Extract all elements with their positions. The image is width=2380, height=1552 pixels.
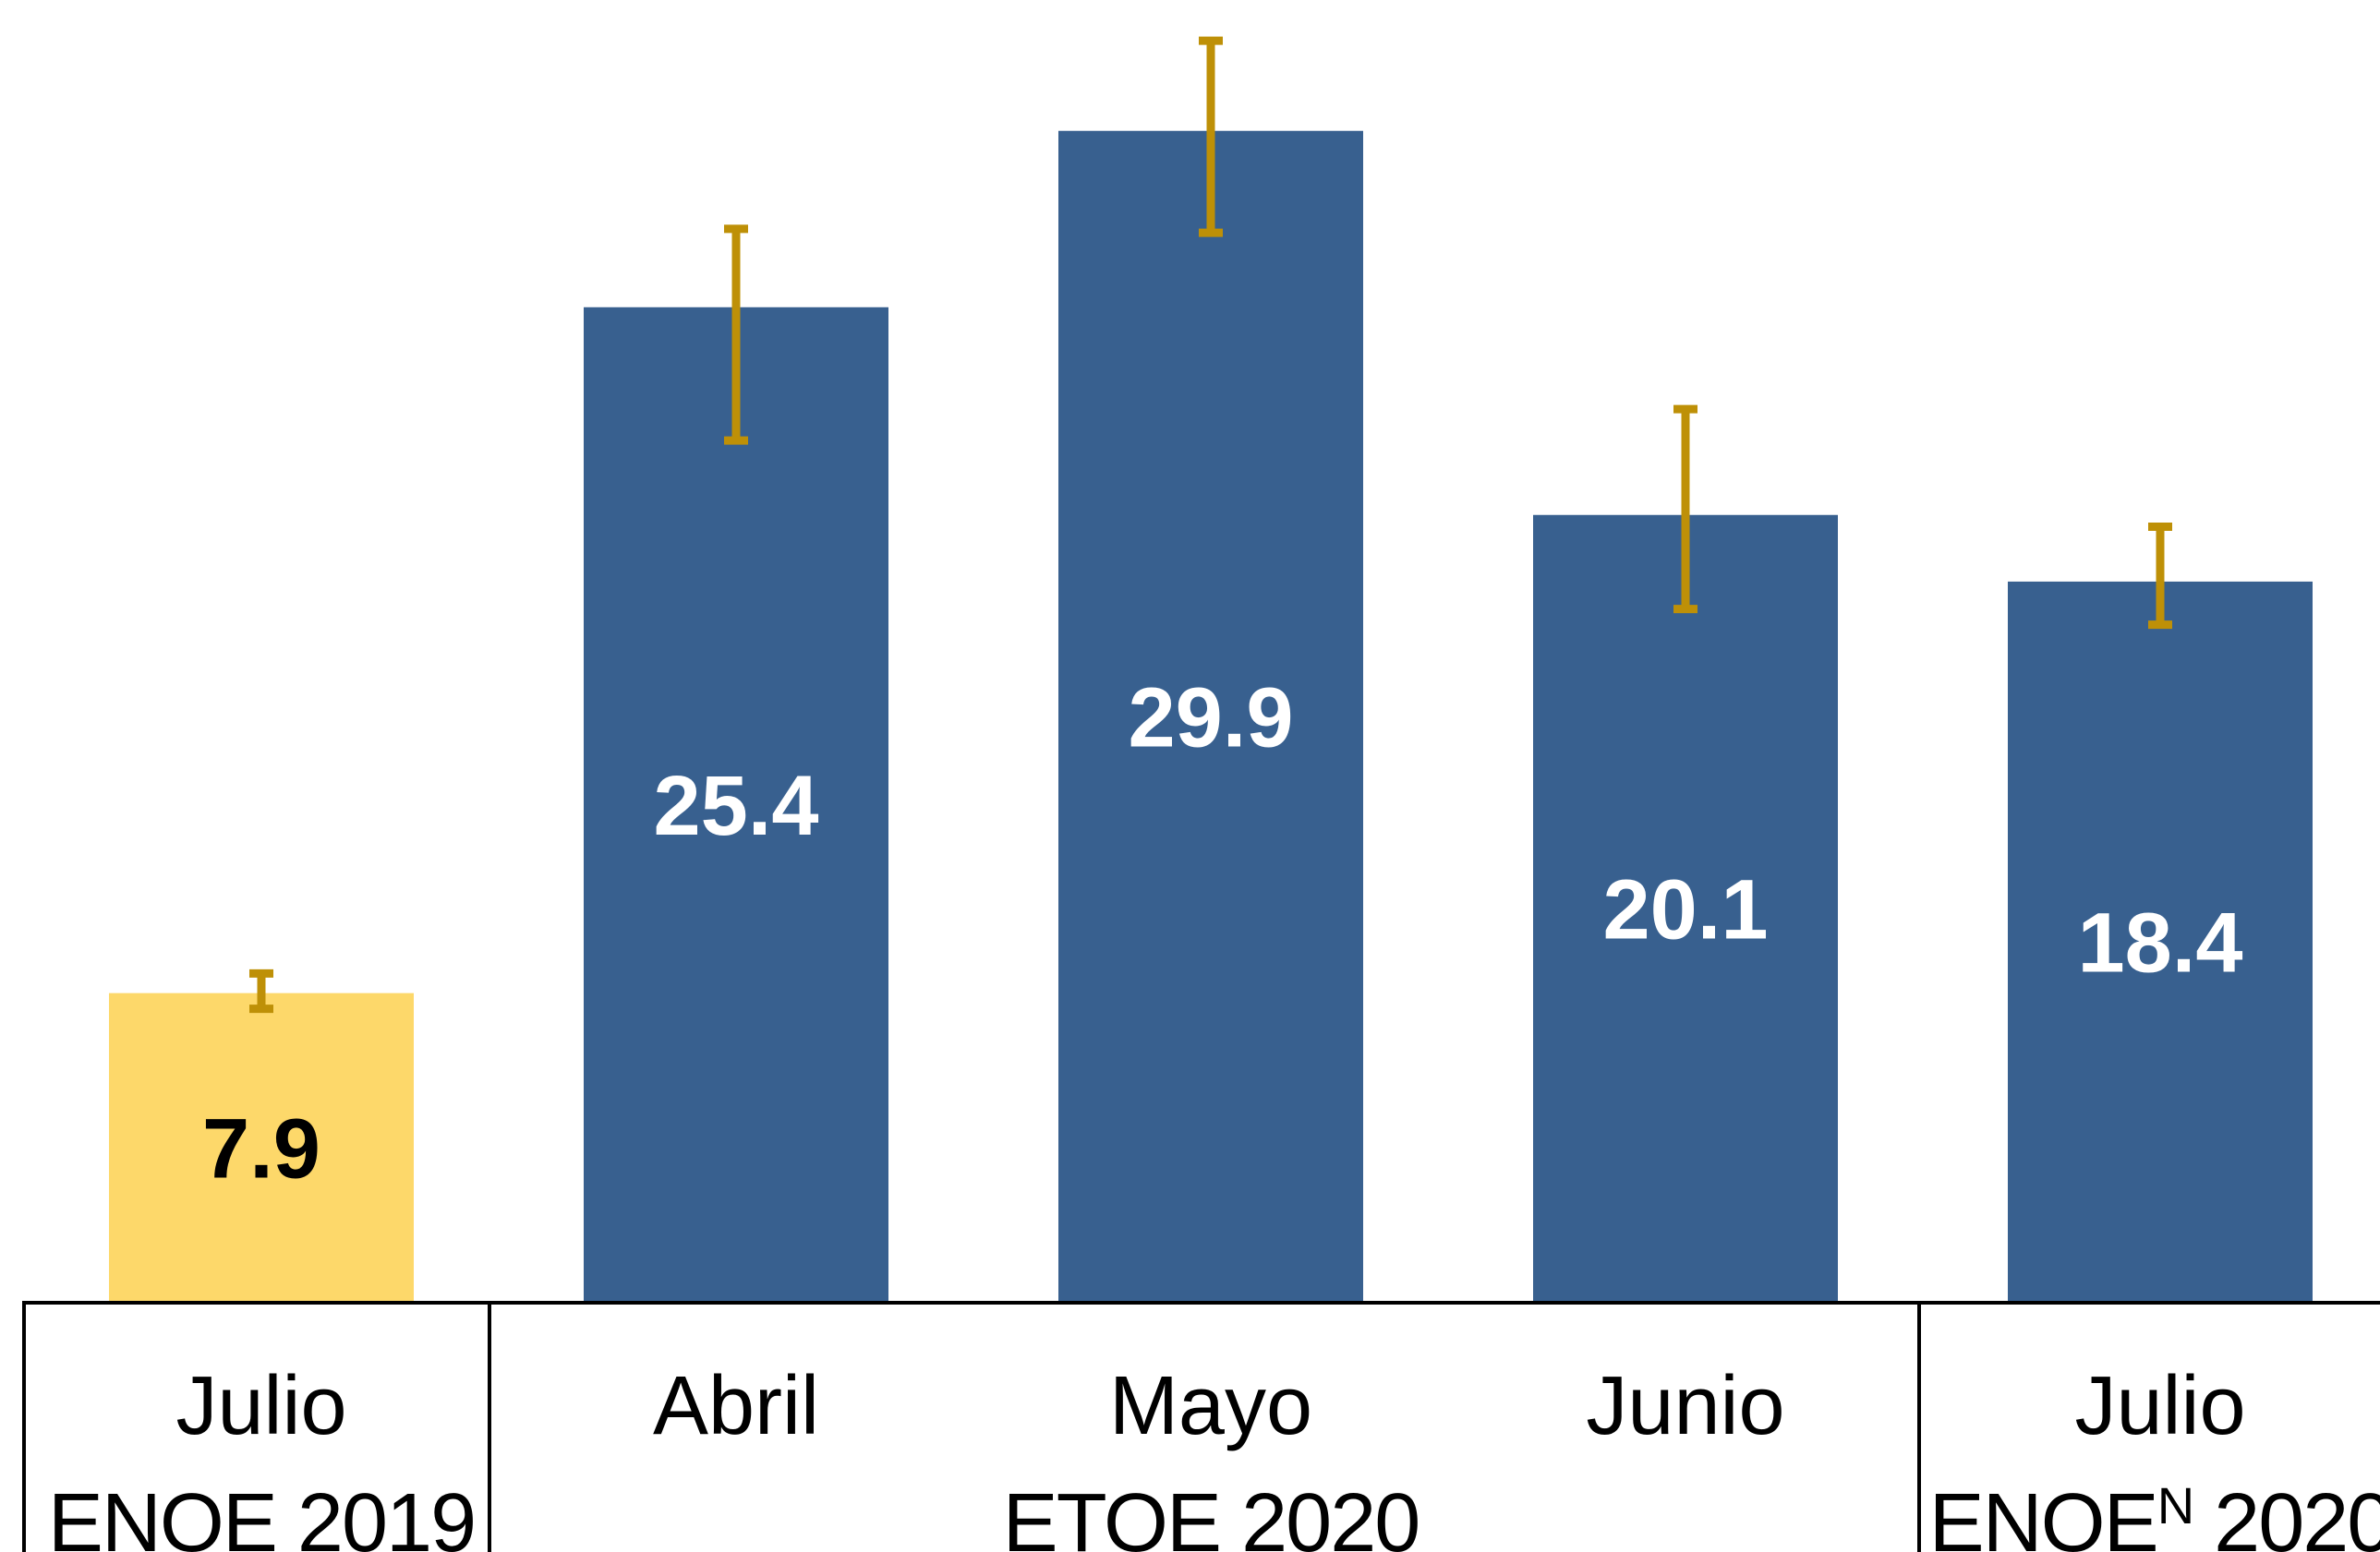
error-bars-layer xyxy=(249,36,2172,1014)
bar-1 xyxy=(109,993,414,1303)
value-label-4: 20.1 xyxy=(1602,862,1768,956)
bar-5 xyxy=(2008,581,2313,1303)
error-bar-5 xyxy=(2148,522,2172,630)
category-label-3: Mayo xyxy=(1109,1360,1312,1452)
value-label-3: 29.9 xyxy=(1128,670,1293,764)
category-label-1: Julio xyxy=(175,1360,346,1452)
category-labels-layer: Julio Abril Mayo Junio Julio ENOE 2019 ETOE 20… xyxy=(48,1360,2380,1552)
group-label-1: ENOE 2019 xyxy=(48,1477,475,1552)
bar-4 xyxy=(1533,514,1838,1303)
category-label-5: Julio xyxy=(2074,1360,2245,1452)
error-bar-2 xyxy=(724,224,748,445)
category-axis-table xyxy=(22,1301,2380,1552)
category-label-2: Abril xyxy=(653,1360,819,1452)
bars-layer xyxy=(109,130,2313,1303)
bar-3 xyxy=(1058,130,1363,1303)
category-label-4: Junio xyxy=(1586,1360,1784,1452)
error-bar-1 xyxy=(249,968,273,1014)
value-label-1: 7.9 xyxy=(202,1101,320,1196)
value-labels-layer: 7.9 25.4 29.9 20.1 18.4 xyxy=(202,670,2242,1196)
value-label-2: 25.4 xyxy=(653,759,818,853)
bar-2 xyxy=(584,307,888,1303)
group-label-2: ETOE 2020 xyxy=(1003,1477,1420,1552)
error-bar-4 xyxy=(1673,404,1697,614)
error-bar-3 xyxy=(1199,36,1223,237)
value-label-5: 18.4 xyxy=(2077,896,2242,990)
group-label-3: ENOEN 2020 xyxy=(1929,1476,2380,1552)
